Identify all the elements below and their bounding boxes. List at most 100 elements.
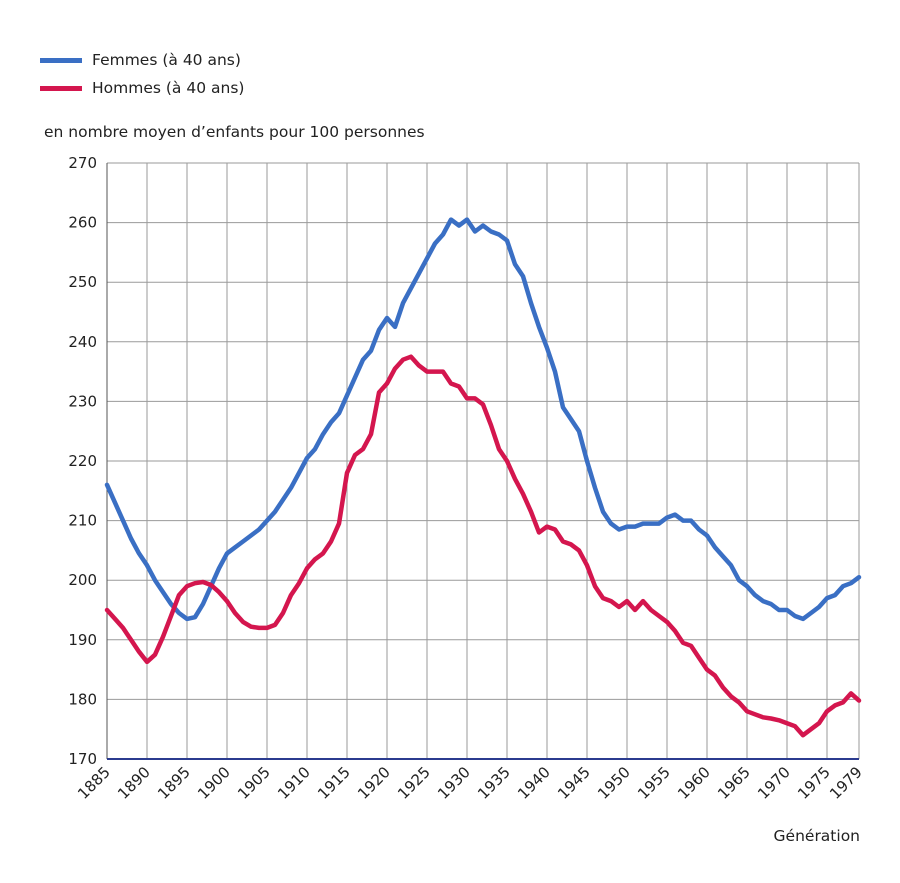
data-point-1-1893 <box>170 615 172 617</box>
legend-swatch-femmes <box>40 57 82 63</box>
y-tick-label-180: 180 <box>68 690 97 708</box>
data-point-0-1935 <box>506 239 508 241</box>
data-point-1-1925 <box>426 371 428 373</box>
data-point-1-1897 <box>202 581 204 583</box>
data-point-0-1972 <box>802 618 804 620</box>
data-point-0-1923 <box>410 287 412 289</box>
data-point-0-1947 <box>602 511 604 513</box>
data-point-1-1943 <box>570 543 572 545</box>
data-point-0-1967 <box>762 600 764 602</box>
data-point-1-1963 <box>730 695 732 697</box>
data-point-0-1933 <box>490 231 492 233</box>
data-point-0-1979 <box>858 576 860 578</box>
data-point-0-1976 <box>834 594 836 596</box>
data-point-1-1964 <box>738 701 740 703</box>
data-point-0-1940 <box>546 347 548 349</box>
data-point-1-1951 <box>634 609 636 611</box>
data-point-0-1953 <box>650 523 652 525</box>
x-tick-label-1940: 1940 <box>514 763 554 803</box>
data-point-0-1963 <box>730 564 732 566</box>
data-point-0-1904 <box>258 529 260 531</box>
data-point-1-1926 <box>434 371 436 373</box>
data-point-0-1964 <box>738 579 740 581</box>
data-point-1-1900 <box>226 600 228 602</box>
x-tick-label-1955: 1955 <box>634 763 674 803</box>
data-point-0-1978 <box>850 582 852 584</box>
data-point-1-1979 <box>858 700 860 702</box>
data-point-1-1921 <box>394 368 396 370</box>
data-point-0-1936 <box>514 263 516 265</box>
data-point-1-1907 <box>282 612 284 614</box>
x-tick-label-1930: 1930 <box>434 763 474 803</box>
data-point-1-1958 <box>690 645 692 647</box>
data-point-1-1912 <box>322 552 324 554</box>
legend-item-hommes: Hommes (à 40 ans) <box>40 74 244 102</box>
data-point-0-1977 <box>842 585 844 587</box>
data-point-0-1961 <box>714 546 716 548</box>
data-point-0-1965 <box>746 585 748 587</box>
data-point-0-1939 <box>538 326 540 328</box>
data-point-0-1900 <box>226 552 228 554</box>
data-point-0-1915 <box>346 394 348 396</box>
data-point-0-1937 <box>522 275 524 277</box>
data-point-1-1974 <box>818 722 820 724</box>
data-point-0-1973 <box>810 612 812 614</box>
data-point-0-1930 <box>466 219 468 221</box>
data-point-1-1944 <box>578 549 580 551</box>
data-point-0-1966 <box>754 594 756 596</box>
data-point-1-1942 <box>562 540 564 542</box>
data-point-0-1968 <box>770 603 772 605</box>
data-point-0-1946 <box>594 487 596 489</box>
data-point-1-1887 <box>122 627 124 629</box>
data-point-0-1941 <box>554 371 556 373</box>
series-line-1 <box>104 354 862 738</box>
data-point-1-1904 <box>258 627 260 629</box>
data-point-0-1950 <box>626 526 628 528</box>
x-tick-label-1979: 1979 <box>826 763 866 803</box>
data-point-0-1906 <box>274 511 276 513</box>
data-point-0-1908 <box>290 487 292 489</box>
x-tick-label-1920: 1920 <box>354 763 394 803</box>
data-point-0-1929 <box>458 225 460 227</box>
x-tick-label-1965: 1965 <box>714 763 754 803</box>
y-tick-label-200: 200 <box>68 571 97 589</box>
data-point-0-1887 <box>122 520 124 522</box>
data-point-0-1924 <box>418 272 420 274</box>
y-tick-label-240: 240 <box>68 333 97 351</box>
x-tick-label-1925: 1925 <box>394 763 434 803</box>
data-point-1-1950 <box>626 600 628 602</box>
y-tick-label-270: 270 <box>68 154 97 172</box>
x-tick-label-1900: 1900 <box>194 763 234 803</box>
data-point-0-1899 <box>218 567 220 569</box>
x-tick-label-1945: 1945 <box>554 763 594 803</box>
data-point-1-1906 <box>274 624 276 626</box>
data-point-0-1912 <box>322 433 324 435</box>
data-point-0-1970 <box>786 609 788 611</box>
data-point-1-1957 <box>682 642 684 644</box>
data-point-0-1958 <box>690 520 692 522</box>
data-point-0-1948 <box>610 523 612 525</box>
data-point-0-1962 <box>722 555 724 557</box>
data-point-1-1940 <box>546 526 548 528</box>
data-point-1-1973 <box>810 728 812 730</box>
data-point-1-1923 <box>410 356 412 358</box>
x-tick-label-1890: 1890 <box>114 763 154 803</box>
data-point-0-1943 <box>570 418 572 420</box>
data-point-0-1920 <box>386 317 388 319</box>
x-tick-label-1910: 1910 <box>274 763 314 803</box>
data-point-1-1920 <box>386 383 388 385</box>
data-point-1-1933 <box>490 424 492 426</box>
data-point-1-1885 <box>106 609 108 611</box>
data-point-1-1971 <box>794 725 796 727</box>
data-point-1-1946 <box>594 585 596 587</box>
data-point-1-1913 <box>330 540 332 542</box>
data-point-0-1954 <box>658 523 660 525</box>
data-point-0-1974 <box>818 606 820 608</box>
data-point-1-1895 <box>186 585 188 587</box>
y-axis-label: en nombre moyen d’enfants pour 100 perso… <box>44 123 425 141</box>
data-point-0-1892 <box>162 591 164 593</box>
data-point-0-1959 <box>698 529 700 531</box>
data-point-1-1975 <box>826 710 828 712</box>
data-point-0-1918 <box>370 350 372 352</box>
